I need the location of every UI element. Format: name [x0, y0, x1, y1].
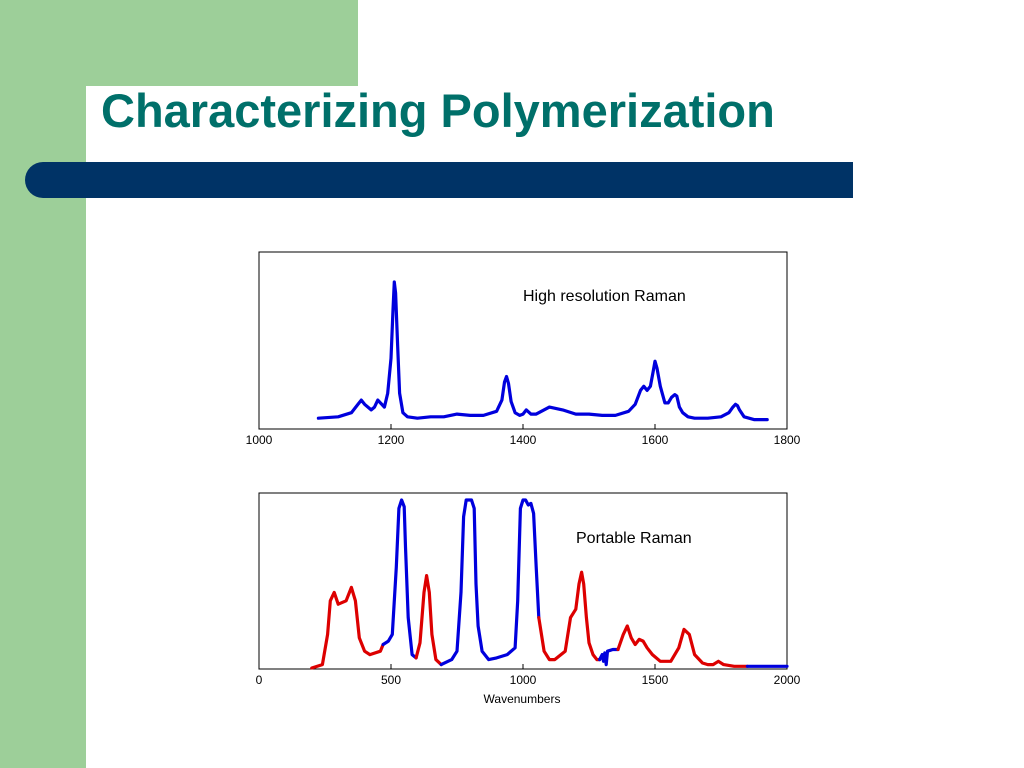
x-tick-label: 1800: [774, 433, 801, 447]
x-tick-label: 1600: [642, 433, 669, 447]
spectrum-line: [439, 498, 541, 667]
x-axis-label: Wavenumbers: [484, 692, 561, 706]
portable-chart: 0 500 1000 1500 2000 Portable Raman Wavenumb…: [256, 492, 801, 706]
x-tick-label: 1200: [378, 433, 405, 447]
x-axis-ticks: 0 500 1000 1500 2000: [256, 664, 801, 687]
left-green-strip: [0, 0, 86, 768]
spectrum-line: [381, 498, 418, 660]
spectrum-line: [316, 280, 769, 422]
spectrum-line: [597, 647, 620, 667]
x-tick-label: 0: [256, 673, 263, 687]
x-tick-label: 1000: [246, 433, 273, 447]
top-green-block: [86, 0, 358, 86]
spectrum-line: [616, 624, 750, 668]
high-resolution-chart: 1000 1200 1400 1600 1800 High resolution Ram…: [246, 251, 801, 447]
spectrum-line: [537, 570, 602, 662]
x-tick-label: 1500: [642, 673, 669, 687]
spectrum-series: [310, 498, 789, 670]
x-tick-label: 500: [381, 673, 401, 687]
x-axis-ticks: 1000 1200 1400 1600 1800: [246, 424, 801, 447]
spectrum-series: [316, 280, 769, 422]
plot-frame: [258, 251, 788, 430]
x-tick-label: 1000: [510, 673, 537, 687]
x-tick-label: 2000: [774, 673, 801, 687]
x-tick-label: 1400: [510, 433, 537, 447]
plot-frame: [258, 492, 788, 670]
slide-title: Characterizing Polymerization: [101, 84, 775, 137]
chart-annotation: High resolution Raman: [523, 288, 686, 305]
spectrum-line: [414, 573, 443, 667]
chart-annotation: Portable Raman: [576, 530, 692, 547]
spectrum-line: [310, 585, 385, 670]
title-underline-bar: [25, 162, 853, 198]
